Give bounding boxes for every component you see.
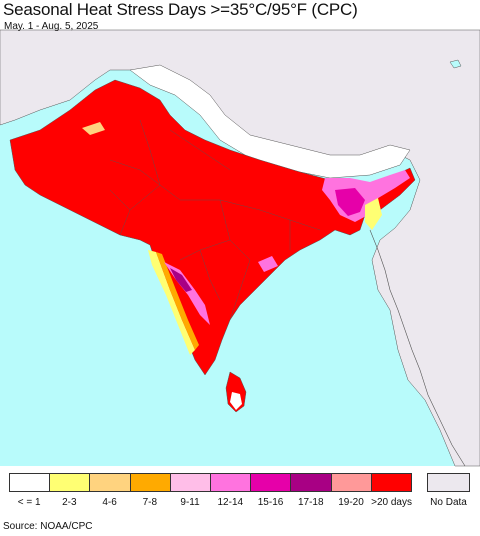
- legend-swatch: [10, 474, 51, 491]
- legend-swatch: [170, 474, 212, 491]
- northeast-magenta: [335, 188, 365, 216]
- legend-swatch: [130, 474, 171, 491]
- legend-swatch: [211, 474, 252, 491]
- northeast-yellow: [365, 198, 382, 230]
- lake-feature: [449, 59, 462, 69]
- legend-no-data-label: No Data: [430, 497, 467, 508]
- region-over-20-days: [9, 79, 416, 376]
- western-ghats-yellow: [148, 250, 195, 355]
- western-ghats-magenta: [170, 268, 192, 292]
- map-title: Seasonal Heat Stress Days >=35°C/95°F (C…: [3, 0, 358, 19]
- legend-label: 7-8: [142, 497, 158, 508]
- legend-color-bar: [9, 473, 412, 492]
- pakistan-north-edge: [82, 122, 105, 135]
- legend-label: >20 days: [371, 497, 412, 508]
- legend-no-data-swatch: [427, 473, 470, 492]
- western-ghats-orange: [156, 252, 199, 350]
- legend-label: 15-16: [257, 497, 284, 508]
- legend-swatch: [291, 474, 332, 491]
- legend-swatch: [251, 474, 292, 491]
- myanmar-coast: [369, 229, 466, 467]
- legend-swatch: [90, 474, 131, 491]
- internal-borders: [109, 119, 321, 321]
- legend-label: 12-14: [217, 497, 244, 508]
- legend-swatch: [371, 474, 412, 491]
- legend-label: 2-3: [62, 497, 77, 508]
- date-range: May. 1 - Aug. 5, 2025: [4, 21, 99, 32]
- legend-label: 4-6: [102, 497, 117, 508]
- legend-labels: < = 1 2-3 4-6 7-8 9-11 12-14 15-16 17-18 19-20 >2…: [9, 497, 412, 508]
- legend-swatch: [331, 474, 372, 491]
- legend-label: < = 1: [17, 497, 41, 508]
- legend-swatch: [50, 474, 91, 491]
- source-credit: Source: NOAA/CPC: [3, 521, 93, 532]
- sri-lanka-low-days: [230, 392, 242, 410]
- legend-label: 17-18: [297, 497, 324, 508]
- eastern-ghats-patch: [258, 256, 278, 272]
- legend-label: 9-11: [180, 497, 200, 508]
- legend-label: 19-20: [338, 497, 364, 508]
- himalaya-low-days: [129, 64, 411, 179]
